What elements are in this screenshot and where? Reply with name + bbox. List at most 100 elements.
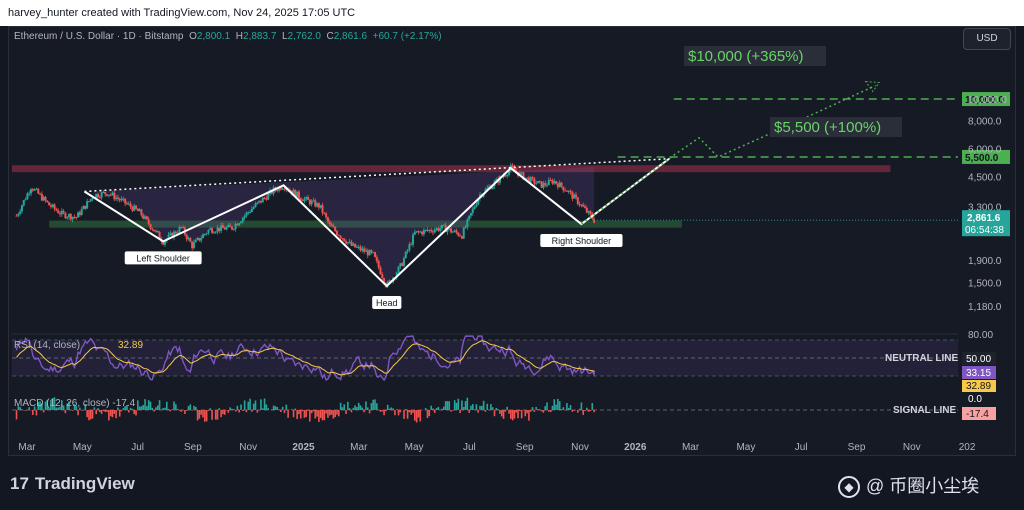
- candle-body: [468, 215, 471, 220]
- macd-bar: [479, 405, 481, 410]
- macd-bar: [513, 410, 516, 419]
- macd-bar: [426, 410, 429, 418]
- candle-body: [191, 241, 194, 249]
- macd-bar: [144, 399, 146, 410]
- macd-bar: [328, 410, 331, 416]
- candle-body: [207, 229, 210, 234]
- macd-bar: [473, 409, 476, 410]
- rsi-ma-tag-bg: [962, 380, 996, 392]
- candle-body: [216, 227, 219, 232]
- candle-body: [57, 210, 60, 214]
- macd-bar: [59, 406, 61, 410]
- macd-bar: [62, 405, 65, 410]
- macd-bar: [504, 410, 507, 412]
- time-axis-label: Sep: [848, 442, 866, 453]
- chart-canvas[interactable]: $10,000 (+365%) 10,000.0 $5,500 (+100%) 5,5…: [0, 0, 1024, 456]
- candle-body: [42, 196, 45, 201]
- candle-body: [158, 232, 161, 239]
- candle-body: [283, 188, 286, 190]
- candle-body: [319, 205, 322, 208]
- macd-bar: [189, 404, 192, 410]
- macd-bar: [216, 410, 219, 420]
- candle-body: [544, 183, 547, 186]
- macd-bar: [151, 407, 154, 410]
- macd-bar: [68, 401, 70, 410]
- rsi-ma-tag: 32.89: [966, 381, 991, 392]
- macd-bar: [459, 410, 461, 414]
- macd-bar: [146, 405, 148, 410]
- candle-body: [325, 213, 328, 218]
- candle-body: [341, 238, 344, 240]
- candle-body: [232, 228, 235, 230]
- macd-bar: [285, 404, 288, 410]
- candle-body: [245, 212, 248, 216]
- candle-body: [372, 252, 375, 254]
- price-tick-label: 8,000.0: [968, 117, 1002, 128]
- macd-bar: [167, 409, 170, 410]
- macd-bar: [383, 410, 385, 416]
- tradingview-logo[interactable]: 17 TradingView: [10, 474, 135, 494]
- candle-body: [44, 196, 47, 201]
- candle-body: [578, 204, 581, 206]
- candle-body: [75, 217, 78, 219]
- macd-bar: [191, 410, 193, 411]
- macd-bar: [274, 406, 277, 410]
- candle-body: [582, 204, 585, 207]
- macd-bar: [433, 410, 436, 413]
- macd-bar: [124, 406, 126, 410]
- candle-body: [533, 178, 536, 184]
- macd-bar: [390, 407, 393, 410]
- macd-bar: [42, 410, 45, 413]
- candle-body: [305, 197, 308, 199]
- macd-bar: [135, 410, 137, 416]
- candle-body: [450, 228, 453, 233]
- macd-bar: [149, 401, 152, 410]
- candle-body: [431, 231, 434, 233]
- macd-bar: [524, 410, 527, 417]
- macd-bar: [126, 405, 128, 410]
- candle-body: [249, 211, 252, 213]
- macd-bar: [515, 410, 518, 413]
- candle-body: [120, 198, 123, 201]
- macd-bar: [133, 410, 136, 415]
- candle-body: [555, 181, 558, 184]
- macd-bar: [281, 406, 284, 410]
- macd-bar: [343, 404, 346, 410]
- candle-body: [296, 191, 299, 197]
- macd-bar: [37, 401, 40, 410]
- candle-body: [308, 199, 311, 205]
- currency-button[interactable]: USD: [963, 28, 1011, 50]
- candle-body: [169, 232, 172, 235]
- macd-bar: [404, 409, 407, 410]
- macd-bar: [207, 410, 210, 411]
- candle-body: [133, 205, 136, 211]
- macd-bar: [417, 410, 420, 418]
- macd-bar: [276, 407, 279, 410]
- watermark-text: @ 币圈小尘埃: [866, 476, 980, 496]
- macd-bar: [491, 407, 494, 410]
- candle-body: [196, 237, 199, 240]
- candle-body: [211, 228, 214, 233]
- macd-bar: [528, 410, 530, 421]
- candle-body: [200, 238, 203, 241]
- macd-bar: [529, 410, 532, 412]
- macd-bar: [88, 410, 90, 421]
- macd-bar: [566, 403, 568, 410]
- macd-value-tag: -17.4: [966, 409, 989, 420]
- macd-bar: [256, 410, 259, 413]
- time-axis-label: 2026: [624, 442, 647, 453]
- macd-bar: [51, 397, 54, 410]
- candle-body: [446, 229, 449, 233]
- macd-bar: [388, 408, 391, 410]
- macd-bar: [502, 410, 505, 419]
- candle-body: [205, 233, 208, 235]
- macd-bar: [80, 410, 83, 411]
- candle-body: [381, 274, 384, 279]
- candle-body: [576, 197, 579, 205]
- macd-bar: [352, 407, 355, 410]
- candle-body: [415, 231, 418, 233]
- macd-bar: [271, 409, 273, 410]
- macd-bar: [546, 402, 548, 410]
- candle-body: [459, 235, 462, 237]
- candle-body: [174, 231, 177, 234]
